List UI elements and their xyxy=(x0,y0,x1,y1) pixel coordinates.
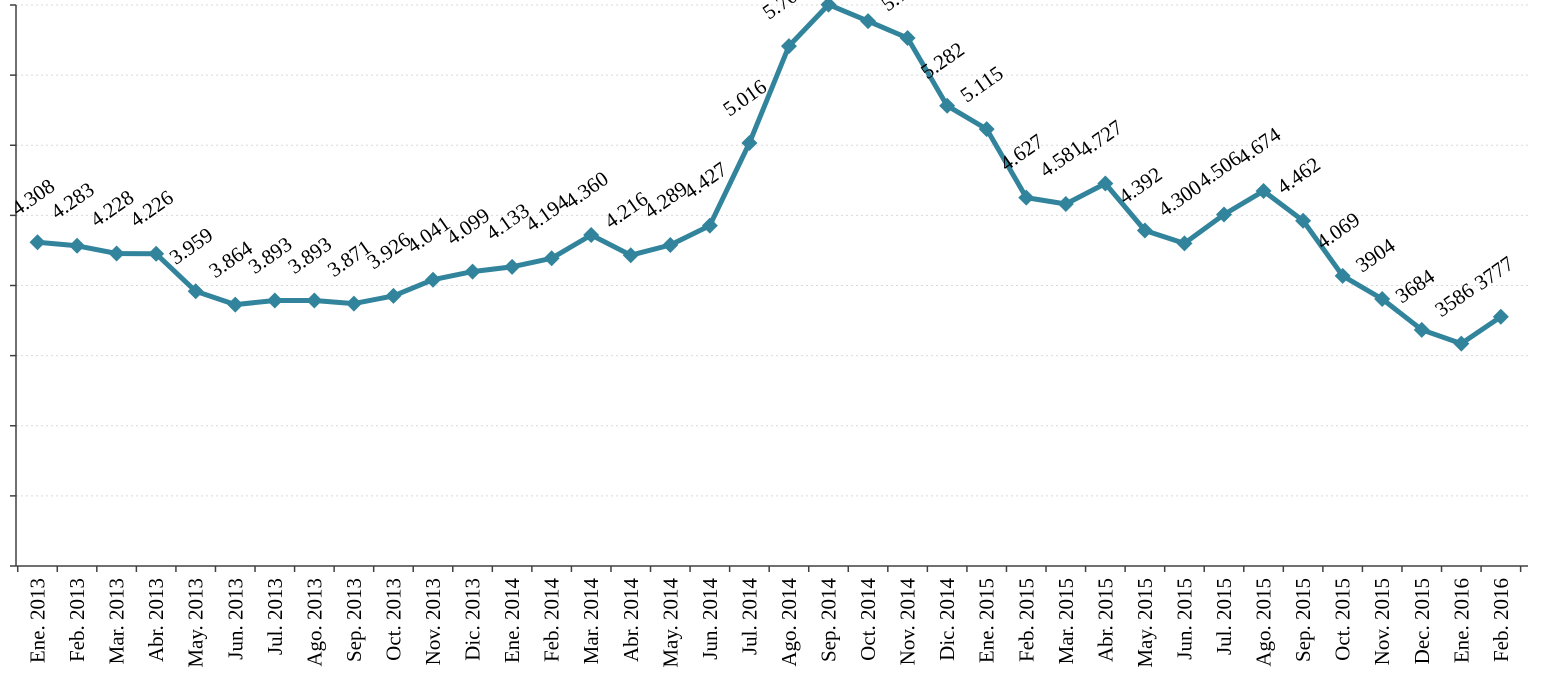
x-axis-label: Oct. 2015 xyxy=(1331,578,1355,661)
x-axis-label: Jun. 2015 xyxy=(1172,578,1196,660)
data-point xyxy=(345,295,362,312)
x-axis-label: Abr. 2013 xyxy=(144,578,168,662)
data-point xyxy=(425,271,441,288)
data-point xyxy=(978,121,995,138)
data-point xyxy=(1136,222,1153,239)
data-point xyxy=(543,250,560,267)
data-point xyxy=(860,13,877,30)
data-label: 3.893 xyxy=(283,232,335,279)
data-label: 4.069 xyxy=(1312,207,1364,254)
x-axis-label: Ene. 2013 xyxy=(26,578,50,663)
x-axis-label: Mar. 2015 xyxy=(1054,578,1078,664)
x-axis-label: Nov. 2013 xyxy=(421,578,445,665)
data-point xyxy=(385,287,402,304)
x-axis-label: Mar. 2014 xyxy=(579,578,603,665)
x-axis-label: May. 2015 xyxy=(1133,578,1157,668)
gridlines xyxy=(16,4,1528,497)
data-label: 4.674 xyxy=(1233,122,1286,169)
x-axis-label: Jun. 2014 xyxy=(698,578,722,660)
x-axis-label: Ene. 2014 xyxy=(500,578,524,664)
x-axis-label: Oct. 2014 xyxy=(856,578,880,661)
x-axis-label: Mar. 2013 xyxy=(105,578,129,664)
data-point xyxy=(1453,335,1470,352)
y-axis-ticks xyxy=(10,4,16,567)
x-axis-label: Ene. 2015 xyxy=(975,578,999,663)
data-point xyxy=(108,245,125,262)
data-point xyxy=(1057,196,1074,213)
data-point xyxy=(662,236,679,253)
data-point xyxy=(464,263,481,280)
data-point xyxy=(227,296,244,313)
x-axis-label: Nov. 2014 xyxy=(896,578,920,666)
x-axis-label: Jul. 2015 xyxy=(1212,578,1236,655)
x-axis-label: May. 2014 xyxy=(658,578,682,668)
data-point xyxy=(1334,267,1351,284)
x-axis-label: Jul. 2013 xyxy=(263,578,287,655)
data-point xyxy=(622,247,639,264)
x-axis-label: Ago. 2015 xyxy=(1252,578,1276,667)
data-label: 4.226 xyxy=(125,185,177,232)
data-point xyxy=(1492,308,1509,325)
x-axis-label: Ene. 2016 xyxy=(1449,578,1473,663)
data-point xyxy=(1216,206,1232,223)
data-markers xyxy=(29,0,1509,352)
x-axis-label: Sep. 2015 xyxy=(1291,578,1315,662)
data-point xyxy=(1295,212,1312,229)
data-label: 4.462 xyxy=(1272,152,1324,199)
data-point xyxy=(741,135,758,152)
data-point xyxy=(1255,182,1272,199)
data-point xyxy=(939,97,956,114)
x-axis-label: Jul. 2014 xyxy=(737,578,761,656)
data-label: 5.765 xyxy=(877,0,929,16)
x-axis-label: Dic. 2014 xyxy=(935,578,959,661)
data-point xyxy=(187,283,204,300)
data-label: 3904 xyxy=(1351,233,1400,277)
data-label: 4.360 xyxy=(560,166,612,213)
data-point xyxy=(1018,189,1035,206)
data-label: 5.115 xyxy=(956,61,1008,107)
data-point xyxy=(701,217,718,234)
data-point xyxy=(69,237,86,254)
x-axis-label: Dic. 2013 xyxy=(461,578,485,661)
x-axis-label: Feb. 2016 xyxy=(1489,578,1513,662)
data-point xyxy=(780,38,797,55)
data-point xyxy=(820,0,837,13)
data-point xyxy=(583,227,600,244)
x-axis-label: Sep. 2013 xyxy=(342,578,366,662)
data-point xyxy=(29,234,46,251)
x-axis-label: Nov. 2015 xyxy=(1370,578,1394,665)
x-axis-ticks xyxy=(16,566,1522,572)
x-axis-label: Jun. 2013 xyxy=(223,578,247,660)
x-axis-label: Feb. 2013 xyxy=(65,578,89,662)
x-axis-label: Abr. 2014 xyxy=(619,578,643,663)
x-axis-label: Ago. 2013 xyxy=(302,578,326,667)
data-point xyxy=(1413,321,1430,338)
data-point xyxy=(899,29,916,46)
data-labels: 4.3084.2834.2284.2263.9593.8643.8933.893… xyxy=(7,0,1519,322)
x-axis-label: Oct. 2013 xyxy=(381,578,405,661)
data-point xyxy=(504,258,521,275)
x-axis-label: Dec. 2015 xyxy=(1410,578,1434,664)
data-point xyxy=(1176,235,1193,252)
x-axis-label: Abr. 2015 xyxy=(1093,578,1117,662)
x-axis-label: Feb. 2015 xyxy=(1014,578,1038,662)
data-label: 4.308 xyxy=(7,174,59,221)
data-point xyxy=(1374,290,1391,307)
data-point xyxy=(266,292,283,309)
x-axis-label: Feb. 2014 xyxy=(540,578,564,663)
data-label: 5.707 xyxy=(758,0,810,24)
x-axis-label: Ago. 2014 xyxy=(777,578,801,667)
data-point xyxy=(148,245,165,262)
data-point xyxy=(1097,175,1114,192)
x-axis-label: Sep. 2014 xyxy=(817,578,841,663)
data-label: 4.727 xyxy=(1074,115,1126,162)
data-point xyxy=(306,292,323,309)
x-axis-labels: Ene. 2013 Feb. 2013 Mar. 2013 Abr. 2013 May.… xyxy=(26,578,1513,668)
data-label: 3777 xyxy=(1470,251,1518,295)
x-axis-label: May. 2013 xyxy=(184,578,208,668)
data-label: 5.282 xyxy=(916,37,968,84)
